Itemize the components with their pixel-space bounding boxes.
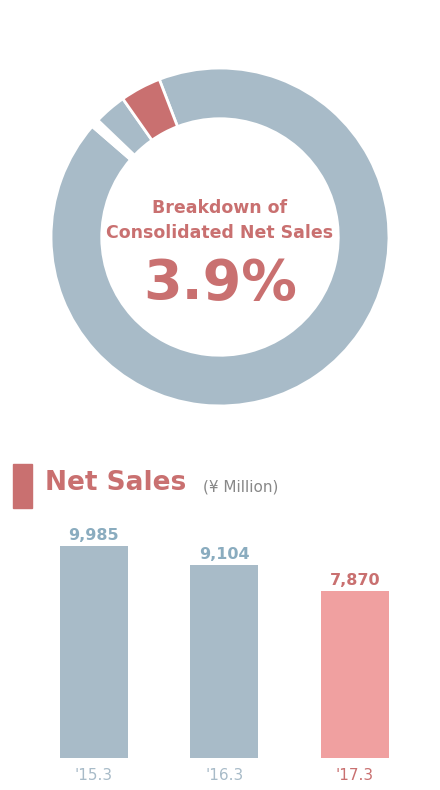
Text: 9,985: 9,985 — [69, 529, 119, 544]
Bar — [321, 591, 389, 758]
Wedge shape — [51, 68, 389, 406]
Wedge shape — [98, 99, 152, 155]
Bar — [60, 546, 128, 758]
Wedge shape — [123, 79, 177, 141]
Text: 9,104: 9,104 — [199, 547, 250, 562]
Text: Breakdown of
Consolidated Net Sales: Breakdown of Consolidated Net Sales — [106, 198, 334, 242]
Text: 7,870: 7,870 — [330, 574, 380, 589]
FancyBboxPatch shape — [13, 464, 32, 508]
Text: Net Sales: Net Sales — [45, 470, 186, 496]
Bar — [191, 565, 258, 758]
Text: (¥ Million): (¥ Million) — [203, 480, 279, 495]
Wedge shape — [92, 120, 135, 160]
Text: 3.9%: 3.9% — [143, 258, 297, 311]
